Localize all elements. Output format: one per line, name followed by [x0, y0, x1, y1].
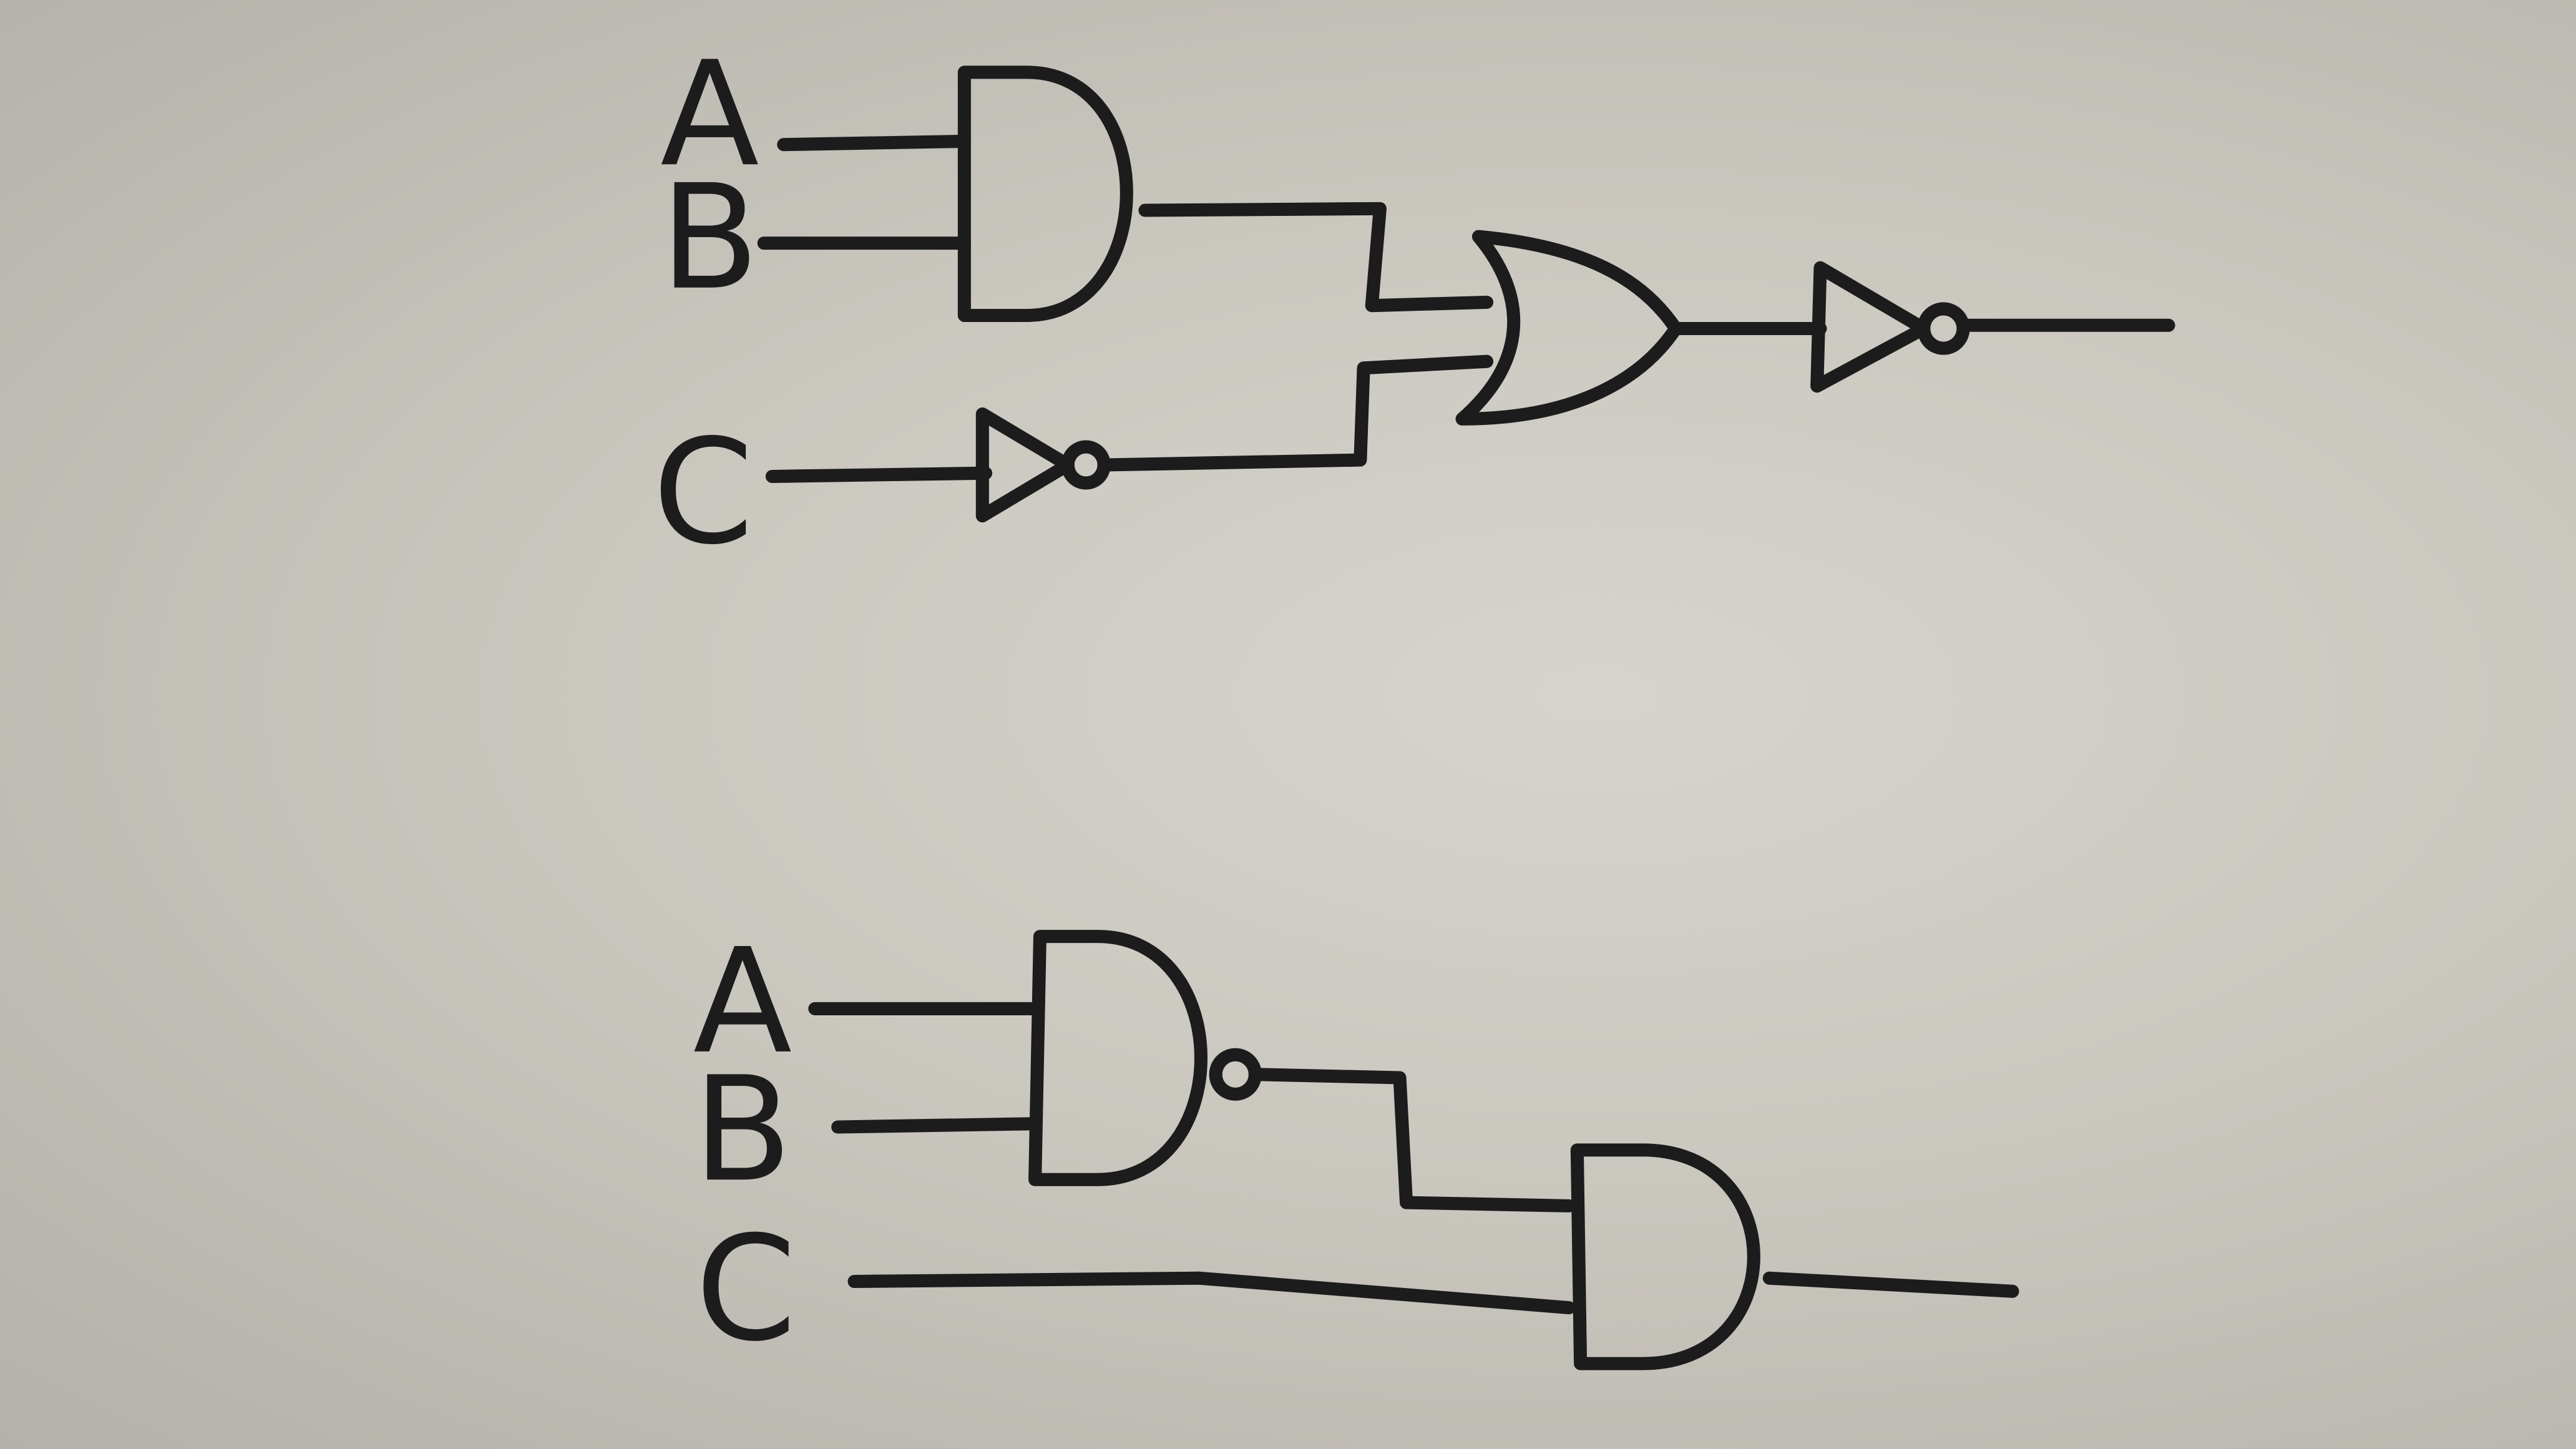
circuit-1-not-gate-c	[975, 407, 1075, 523]
circuit-2-wire-b	[831, 1117, 1042, 1134]
circuit-1-not-bubble-output	[1917, 302, 1970, 355]
circuit-2-wire-c	[847, 1271, 1576, 1315]
circuit-2-output-wire	[1762, 1271, 2019, 1298]
circuit-2-and-gate	[1570, 1143, 1760, 1370]
circuit-2-nand-bubble	[1209, 1048, 1262, 1101]
circuit-2: A B C	[693, 917, 2019, 1373]
circuit-1-input-a-label: A	[660, 30, 759, 198]
circuit-1-or-gate	[1455, 230, 1682, 426]
circuit-1-wire-c	[765, 466, 993, 483]
circuit-1-wire-notc-to-or	[1097, 354, 1494, 472]
circuit-1-and-gate	[957, 66, 1133, 322]
circuit-2-input-b-label: B	[693, 1045, 792, 1214]
circuit-1-input-c-label: C	[653, 408, 754, 577]
circuit-1-input-b-label: B	[660, 154, 759, 322]
circuit-2-nand-gate	[1028, 930, 1208, 1186]
circuit-1-wire-and-to-or	[1138, 202, 1494, 313]
circuit-1-wire-a	[777, 134, 971, 152]
circuit-2-input-a-label: A	[693, 917, 792, 1086]
circuit-1-not-gate-output	[1810, 261, 1931, 393]
circuit-2-wire-nand-to-and	[1250, 1068, 1576, 1212]
circuit-2-input-c-label: C	[695, 1205, 796, 1373]
circuit-1: A B C	[653, 30, 2175, 577]
